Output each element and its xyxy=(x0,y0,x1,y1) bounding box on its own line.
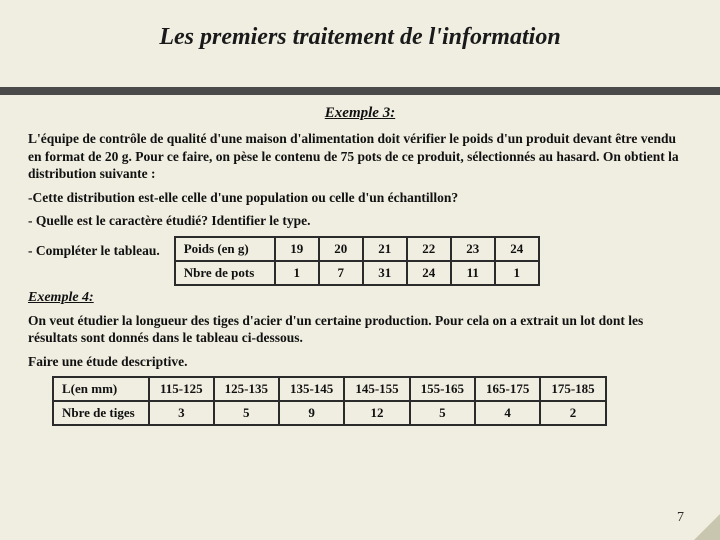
table-cell: 175-185 xyxy=(540,377,605,401)
table-cell: 20 xyxy=(319,237,363,261)
table-cell: 22 xyxy=(407,237,451,261)
table-cell: 23 xyxy=(451,237,495,261)
table-cell: 1 xyxy=(275,261,319,285)
table-cell: 24 xyxy=(495,237,539,261)
horizontal-rule xyxy=(0,87,720,95)
example4-task: Faire une étude descriptive. xyxy=(28,353,692,371)
table-cell: 5 xyxy=(410,401,475,425)
table-row: Nbre de tiges 3 5 9 12 5 4 2 xyxy=(53,401,606,425)
row-label: L(en mm) xyxy=(53,377,149,401)
table-cell: 11 xyxy=(451,261,495,285)
table-cell: 9 xyxy=(279,401,344,425)
table-cell: 4 xyxy=(475,401,540,425)
table-row: L(en mm) 115-125 125-135 135-145 145-155… xyxy=(53,377,606,401)
table-cell: 115-125 xyxy=(149,377,214,401)
table-cell: 21 xyxy=(363,237,407,261)
table-cell: 31 xyxy=(363,261,407,285)
row-label: Nbre de tiges xyxy=(53,401,149,425)
table-cell: 3 xyxy=(149,401,214,425)
table-row: Nbre de pots 1 7 31 24 11 1 xyxy=(175,261,539,285)
example4-intro: On veut étudier la longueur des tiges d'… xyxy=(28,312,692,347)
table-cell: 7 xyxy=(319,261,363,285)
example3-q2: - Quelle est le caractère étudié? Identi… xyxy=(28,212,692,230)
table-cell: 12 xyxy=(344,401,409,425)
table-cell: 24 xyxy=(407,261,451,285)
example3-intro: L'équipe de contrôle de qualité d'une ma… xyxy=(28,130,692,183)
table-cell: 155-165 xyxy=(410,377,475,401)
row-label: Nbre de pots xyxy=(175,261,275,285)
example4-table: L(en mm) 115-125 125-135 135-145 145-155… xyxy=(52,376,607,426)
table-cell: 5 xyxy=(214,401,279,425)
table-row: Poids (en g) 19 20 21 22 23 24 xyxy=(175,237,539,261)
example3-heading: Exemple 3: xyxy=(28,105,692,122)
table-cell: 2 xyxy=(540,401,605,425)
table-cell: 125-135 xyxy=(214,377,279,401)
table-cell: 19 xyxy=(275,237,319,261)
page-corner-fold-icon xyxy=(694,514,720,540)
example3-q3: - Compléter le tableau. xyxy=(28,242,160,260)
example3-q1: -Cette distribution est-elle celle d'une… xyxy=(28,189,692,207)
table-cell: 165-175 xyxy=(475,377,540,401)
content-area: Exemple 3: L'équipe de contrôle de quali… xyxy=(0,95,720,426)
table-cell: 145-155 xyxy=(344,377,409,401)
page-number: 7 xyxy=(677,510,684,526)
row-label: Poids (en g) xyxy=(175,237,275,261)
table-cell: 1 xyxy=(495,261,539,285)
example4-heading: Exemple 4: xyxy=(28,290,692,306)
table-cell: 135-145 xyxy=(279,377,344,401)
page-title: Les premiers traitement de l'information xyxy=(0,0,720,59)
example3-table: Poids (en g) 19 20 21 22 23 24 Nbre de p… xyxy=(174,236,540,286)
